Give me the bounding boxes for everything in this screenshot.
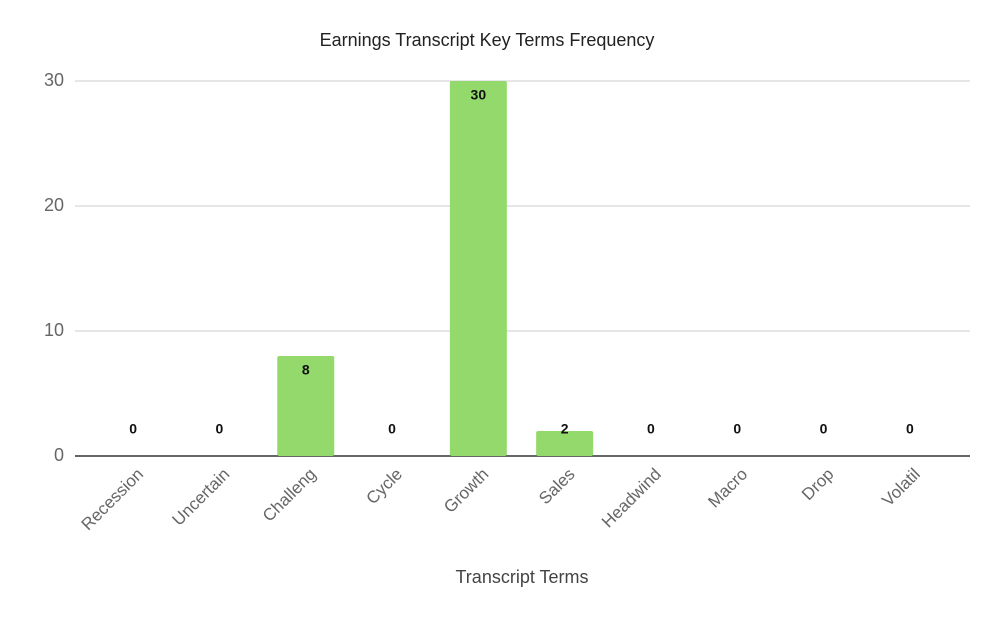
- y-tick-label: 10: [44, 320, 64, 340]
- bar: [277, 356, 335, 456]
- data-label: 0: [216, 421, 224, 437]
- data-label: 0: [906, 421, 914, 437]
- data-label: 0: [388, 421, 396, 437]
- x-tick-label: Macro: [704, 465, 751, 512]
- x-tick-label: Cycle: [363, 465, 406, 508]
- x-tick-label: Sales: [535, 465, 579, 509]
- x-tick-label: Growth: [440, 465, 492, 517]
- data-label: 0: [129, 421, 137, 437]
- x-tick-label: Drop: [798, 465, 837, 504]
- data-label: 0: [733, 421, 741, 437]
- y-tick-label: 0: [54, 445, 64, 465]
- x-tick-label: Headwind: [598, 465, 665, 532]
- x-axis-title: Transcript Terms: [455, 567, 588, 587]
- data-label: 30: [471, 87, 487, 103]
- data-label: 0: [647, 421, 655, 437]
- x-tick-label: Challeng: [259, 465, 320, 526]
- y-tick-label: 30: [44, 70, 64, 90]
- bar: [536, 431, 594, 456]
- chart-title: Earnings Transcript Key Terms Frequency: [320, 30, 655, 50]
- data-label: 2: [561, 421, 569, 437]
- data-label: 0: [820, 421, 828, 437]
- x-tick-label: Recession: [78, 465, 148, 535]
- data-label: 8: [302, 362, 310, 378]
- x-tick-label: Uncertain: [169, 465, 234, 530]
- y-tick-label: 20: [44, 195, 64, 215]
- x-tick-label: Volatil: [878, 465, 924, 511]
- bar: [449, 81, 507, 456]
